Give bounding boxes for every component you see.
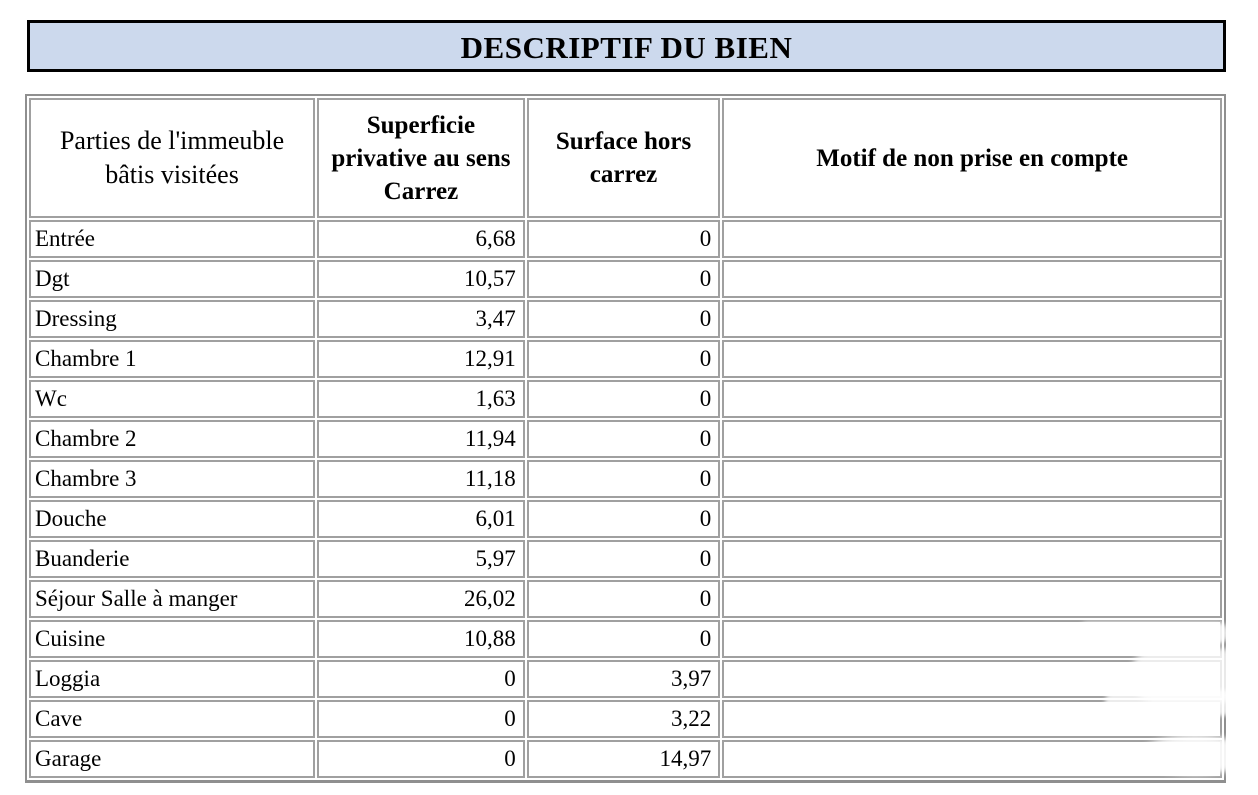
- cell-superficie-carrez: 0: [317, 660, 525, 698]
- table-row: Entrée 6,68 0: [29, 220, 1222, 258]
- header-superficie-carrez: Superficie privative au sens Carrez: [317, 98, 525, 218]
- cell-superficie-carrez: 12,91: [317, 340, 525, 378]
- table-row: Dressing 3,47 0: [29, 300, 1222, 338]
- cell-partie: Chambre 1: [29, 340, 316, 378]
- cell-partie: Wc: [29, 380, 316, 418]
- cell-motif: [722, 700, 1222, 738]
- cell-partie: Douche: [29, 500, 316, 538]
- cell-surface-hors-carrez: 0: [526, 580, 721, 618]
- cell-surface-hors-carrez: 0: [526, 460, 721, 498]
- table-row: Chambre 2 11,94 0: [29, 420, 1222, 458]
- table-row: Wc 1,63 0: [29, 380, 1222, 418]
- header-row: Parties de l'immeuble bâtis visitées Sup…: [29, 98, 1222, 218]
- surface-table: Parties de l'immeuble bâtis visitées Sup…: [25, 94, 1226, 783]
- table-row: Douche 6,01 0: [29, 500, 1222, 538]
- cell-motif: [722, 660, 1222, 698]
- cell-surface-hors-carrez: 0: [526, 380, 721, 418]
- cell-partie: Cave: [29, 700, 316, 738]
- cell-motif: [722, 380, 1222, 418]
- cell-superficie-carrez: 0: [317, 740, 525, 778]
- cell-surface-hors-carrez: 3,97: [526, 660, 721, 698]
- table-row: Chambre 3 11,18 0: [29, 460, 1222, 498]
- cell-partie: Entrée: [29, 220, 316, 258]
- cell-motif: [722, 260, 1222, 298]
- cell-partie: Chambre 2: [29, 420, 316, 458]
- table-row: Cuisine 10,88 0: [29, 620, 1222, 658]
- cell-surface-hors-carrez: 0: [526, 340, 721, 378]
- cell-motif: [722, 540, 1222, 578]
- cell-surface-hors-carrez: 0: [526, 420, 721, 458]
- cell-motif: [722, 300, 1222, 338]
- cell-superficie-carrez: 10,57: [317, 260, 525, 298]
- cell-superficie-carrez: 6,01: [317, 500, 525, 538]
- cell-motif: [722, 500, 1222, 538]
- cell-superficie-carrez: 10,88: [317, 620, 525, 658]
- cell-superficie-carrez: 6,68: [317, 220, 525, 258]
- cell-surface-hors-carrez: 3,22: [526, 700, 721, 738]
- table-row: Dgt 10,57 0: [29, 260, 1222, 298]
- cell-motif: [722, 740, 1222, 778]
- cell-partie: Séjour Salle à manger: [29, 580, 316, 618]
- cell-superficie-carrez: 11,18: [317, 460, 525, 498]
- page-title: DESCRIPTIF DU BIEN: [460, 29, 793, 65]
- cell-partie: Buanderie: [29, 540, 316, 578]
- table-row: Garage 0 14,97: [29, 740, 1222, 778]
- table-row: Séjour Salle à manger 26,02 0: [29, 580, 1222, 618]
- table-row: Buanderie 5,97 0: [29, 540, 1222, 578]
- cell-surface-hors-carrez: 0: [526, 500, 721, 538]
- surface-table-header: Parties de l'immeuble bâtis visitées Sup…: [29, 98, 1222, 218]
- table-row: Loggia 0 3,97: [29, 660, 1222, 698]
- cell-motif: [722, 460, 1222, 498]
- cell-surface-hors-carrez: 14,97: [526, 740, 721, 778]
- cell-partie: Chambre 3: [29, 460, 316, 498]
- cell-partie: Dgt: [29, 260, 316, 298]
- header-parties: Parties de l'immeuble bâtis visitées: [29, 98, 316, 218]
- cell-superficie-carrez: 11,94: [317, 420, 525, 458]
- cell-surface-hors-carrez: 0: [526, 300, 721, 338]
- cell-surface-hors-carrez: 0: [526, 260, 721, 298]
- cell-superficie-carrez: 0: [317, 700, 525, 738]
- table-body: Entrée 6,68 0 Dgt 10,57 0 Dressing 3,47 0 Chambre…: [29, 220, 1222, 778]
- cell-partie: Cuisine: [29, 620, 316, 658]
- cell-surface-hors-carrez: 0: [526, 540, 721, 578]
- cell-partie: Loggia: [29, 660, 316, 698]
- cell-motif: [722, 580, 1222, 618]
- cell-superficie-carrez: 5,97: [317, 540, 525, 578]
- cell-surface-hors-carrez: 0: [526, 620, 721, 658]
- cell-partie: Garage: [29, 740, 316, 778]
- cell-surface-hors-carrez: 0: [526, 220, 721, 258]
- title-banner: DESCRIPTIF DU BIEN: [27, 20, 1226, 72]
- table-row: Chambre 1 12,91 0: [29, 340, 1222, 378]
- cell-motif: [722, 620, 1222, 658]
- cell-motif: [722, 220, 1222, 258]
- cell-superficie-carrez: 1,63: [317, 380, 525, 418]
- cell-partie: Dressing: [29, 300, 316, 338]
- cell-superficie-carrez: 3,47: [317, 300, 525, 338]
- cell-motif: [722, 420, 1222, 458]
- cell-motif: [722, 340, 1222, 378]
- header-motif: Motif de non prise en compte: [722, 98, 1222, 218]
- cell-superficie-carrez: 26,02: [317, 580, 525, 618]
- header-surface-hors-carrez: Surface hors carrez: [526, 98, 721, 218]
- table-row: Cave 0 3,22: [29, 700, 1222, 738]
